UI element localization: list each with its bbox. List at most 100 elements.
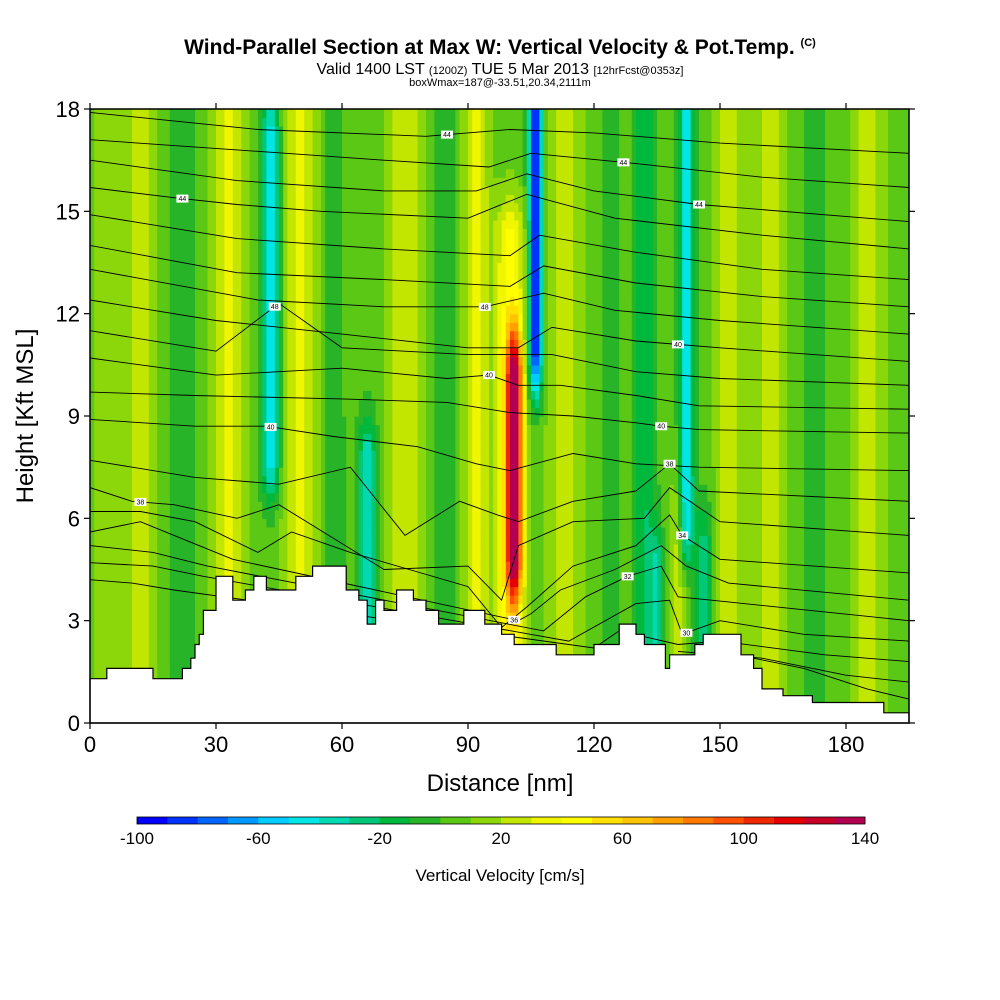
field-cell — [287, 262, 293, 272]
field-cell — [270, 168, 276, 178]
field-cell — [325, 236, 330, 247]
field-cell — [165, 228, 171, 238]
field-cell — [199, 390, 204, 400]
field-cell — [136, 543, 141, 554]
field-cell — [111, 586, 116, 596]
field-cell — [94, 518, 99, 528]
field-cell — [270, 245, 276, 255]
field-cell — [237, 236, 242, 247]
field-cell — [153, 373, 158, 383]
field-cell — [312, 433, 318, 443]
field-cell — [174, 117, 179, 127]
field-cell — [94, 390, 99, 400]
field-cell — [228, 347, 234, 357]
field-cell — [358, 219, 364, 229]
field-cell — [329, 271, 335, 281]
field-cell — [375, 347, 381, 357]
field-cell — [295, 262, 301, 272]
field-cell — [115, 629, 120, 639]
field-cell — [186, 492, 192, 502]
field-cell — [161, 543, 167, 554]
field-cell — [367, 535, 372, 545]
field-cell — [90, 416, 95, 426]
field-cell — [337, 347, 343, 357]
field-cell — [375, 501, 381, 511]
field-cell — [153, 552, 158, 562]
field-cell — [190, 168, 196, 178]
field-cell — [220, 492, 225, 502]
field-cell — [98, 313, 104, 323]
field-cell — [375, 543, 381, 554]
field-cell — [270, 552, 276, 562]
field-cell — [186, 637, 192, 647]
field-cell — [216, 228, 221, 238]
field-cell — [157, 569, 162, 579]
field-cell — [329, 322, 335, 332]
field-cell — [148, 381, 154, 392]
field-cell — [266, 569, 272, 579]
field-cell — [241, 518, 246, 528]
field-cell — [232, 134, 238, 144]
field-cell — [195, 245, 200, 255]
field-cell — [279, 228, 284, 238]
field-cell — [371, 484, 377, 494]
field-cell — [363, 143, 368, 153]
field-cell — [274, 134, 280, 144]
field-cell — [354, 467, 360, 477]
field-cell — [350, 143, 356, 153]
field-cell — [174, 509, 179, 519]
field-cell — [148, 552, 154, 562]
field-cell — [98, 305, 104, 315]
field-cell — [375, 578, 381, 588]
field-cell — [329, 475, 335, 485]
field-cell — [274, 228, 280, 238]
field-cell — [228, 364, 234, 374]
field-cell — [174, 262, 179, 272]
field-cell — [182, 364, 188, 374]
field-cell — [148, 202, 154, 212]
field-cell — [169, 373, 175, 383]
field-cell — [123, 262, 129, 272]
field-cell — [111, 288, 116, 298]
field-cell — [342, 467, 347, 477]
field-cell — [241, 364, 246, 374]
field-cell — [274, 109, 280, 119]
field-cell — [136, 134, 141, 144]
field-cell — [258, 467, 263, 477]
field-cell — [375, 509, 381, 519]
field-cell — [279, 364, 284, 374]
field-cell — [224, 313, 230, 323]
field-cell — [178, 168, 183, 178]
field-cell — [161, 211, 167, 221]
field-cell — [127, 330, 133, 340]
field-cell — [199, 279, 204, 289]
field-cell — [371, 279, 377, 289]
field-cell — [363, 245, 368, 255]
field-cell — [253, 262, 259, 272]
field-cell — [329, 398, 335, 409]
field-cell — [203, 450, 209, 460]
field-cell — [262, 364, 267, 374]
field-cell — [102, 271, 108, 281]
field-cell — [169, 416, 175, 426]
field-cell — [237, 253, 242, 264]
field-cell — [157, 578, 162, 588]
field-cell — [325, 450, 330, 460]
field-cell — [367, 424, 372, 434]
field-cell — [161, 262, 167, 272]
field-cell — [102, 526, 108, 536]
field-cell — [144, 194, 150, 204]
field-cell — [169, 578, 175, 588]
field-cell — [316, 143, 322, 153]
field-cell — [165, 109, 171, 119]
field-cell — [321, 253, 326, 264]
field-cell — [295, 416, 301, 426]
field-cell — [295, 211, 301, 221]
field-cell — [304, 126, 309, 136]
field-cell — [195, 330, 200, 340]
field-cell — [237, 126, 242, 136]
field-cell — [102, 595, 108, 605]
field-cell — [321, 492, 326, 502]
field-cell — [186, 441, 192, 451]
